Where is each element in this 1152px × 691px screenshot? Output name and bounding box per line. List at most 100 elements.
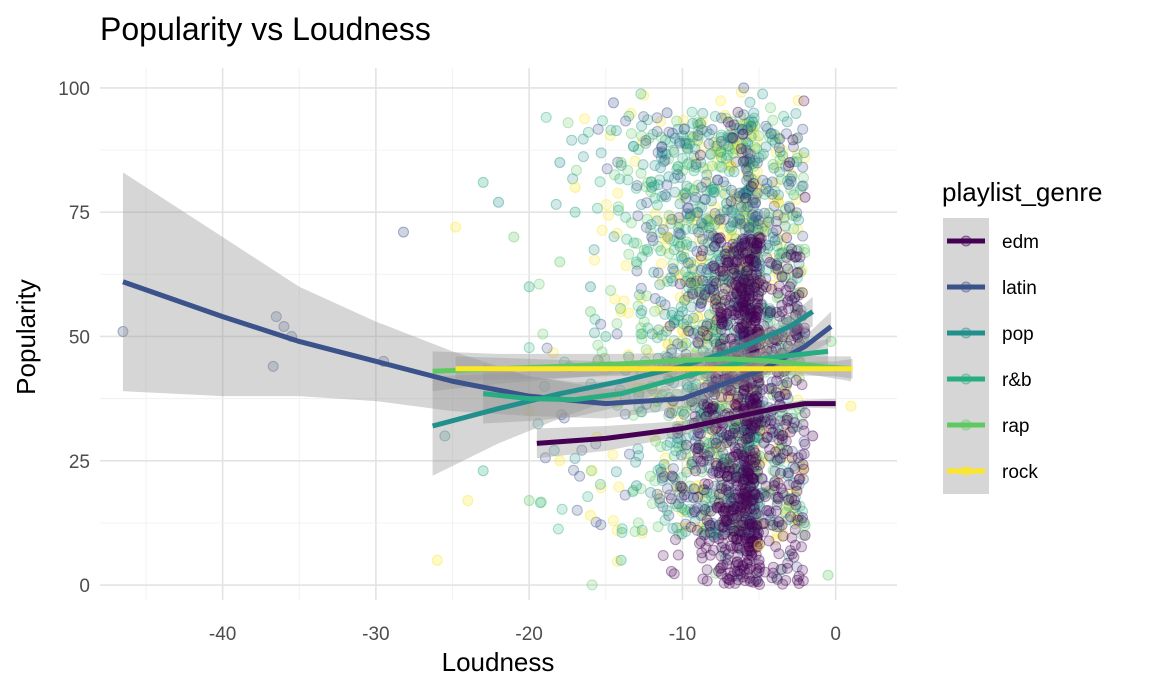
point-pop (667, 275, 679, 287)
point-rap (797, 529, 809, 541)
point-rap (774, 429, 786, 441)
point-r&b (756, 415, 768, 427)
point-r&b (700, 286, 712, 298)
point-rock (690, 210, 702, 222)
x-axis-title: Loudness (442, 647, 555, 677)
point-r&b (616, 523, 628, 535)
point-pop (676, 528, 688, 540)
point-latin (667, 471, 679, 483)
point-rock (770, 265, 782, 277)
point-r&b (763, 344, 775, 355)
point-rap (767, 158, 779, 170)
point-r&b (582, 491, 594, 503)
point-rap (706, 160, 718, 172)
point-rock (695, 254, 707, 266)
point-latin (704, 447, 716, 458)
point-rock (771, 527, 783, 539)
point-edm (765, 305, 776, 317)
point-r&b (589, 313, 601, 325)
point-latin (705, 520, 716, 532)
point-pop (688, 429, 700, 441)
point-latin (688, 492, 699, 504)
point-latin (649, 293, 661, 304)
point-rap (537, 328, 549, 340)
point-rap (750, 248, 761, 260)
point-latin (724, 299, 736, 311)
x-tick-label: 0 (830, 624, 841, 645)
point-edm (724, 384, 736, 396)
point-r&b (689, 278, 700, 289)
point-pop (653, 324, 664, 336)
point-rock (625, 107, 637, 119)
point-r&b (712, 244, 724, 256)
point-latin (692, 502, 704, 514)
point-latin (751, 528, 763, 540)
point-latin (746, 508, 758, 520)
point-rock (751, 136, 763, 148)
point-edm (707, 544, 719, 556)
point-pop (744, 284, 756, 296)
point-r&b (681, 379, 693, 391)
point-pop (767, 227, 779, 239)
point-rock (778, 154, 789, 166)
point-latin (693, 226, 705, 238)
point-r&b (702, 272, 714, 284)
point-edm (786, 452, 798, 464)
point-edm (749, 526, 761, 538)
point-rock (740, 447, 752, 459)
point-rap (609, 169, 621, 181)
point-pop (615, 160, 627, 171)
point-rap (744, 302, 756, 314)
point-r&b (688, 165, 700, 177)
point-edm (763, 383, 775, 395)
point-rap (676, 472, 688, 483)
point-rock (706, 213, 718, 225)
point-rap (740, 196, 752, 208)
point-r&b (674, 486, 686, 498)
point-pop (749, 507, 761, 519)
point-r&b (769, 129, 780, 140)
point-rock (711, 146, 723, 158)
point-rock (747, 415, 759, 427)
point-rap (635, 406, 647, 418)
point-rap (775, 173, 787, 185)
point-edm (748, 317, 760, 329)
point-r&b (754, 498, 766, 509)
point-rock (748, 127, 760, 139)
point-rock (708, 492, 720, 504)
point-r&b (741, 420, 752, 432)
point-rock (721, 252, 733, 264)
point-pop (756, 298, 768, 310)
point-edm (716, 314, 728, 326)
point-r&b (781, 379, 792, 391)
point-rock (775, 520, 787, 532)
point-edm (689, 506, 701, 518)
point-rap (744, 229, 756, 241)
point-pop (730, 515, 742, 527)
point-rock (783, 452, 795, 464)
point-r&b (659, 514, 671, 526)
point-rap (732, 203, 744, 215)
point-rock (775, 239, 787, 251)
point-pop (660, 191, 672, 203)
point-r&b (726, 486, 738, 497)
point-rock (683, 258, 695, 270)
point-rock (642, 347, 654, 359)
point-rock (683, 453, 695, 465)
point-pop (753, 432, 764, 444)
point-rock (744, 206, 756, 218)
point-rap (750, 214, 762, 226)
point-r&b (661, 505, 673, 517)
point-edm (697, 245, 709, 256)
point-pop (709, 272, 721, 284)
point-edm (720, 254, 732, 266)
point-r&b (739, 270, 751, 282)
point-r&b (720, 152, 732, 164)
point-rock (759, 220, 771, 232)
point-edm (748, 273, 760, 285)
point-latin (705, 261, 717, 273)
point-latin (744, 148, 756, 160)
point-latin (673, 227, 685, 239)
point-pop (736, 269, 747, 281)
point-rock (659, 231, 670, 243)
